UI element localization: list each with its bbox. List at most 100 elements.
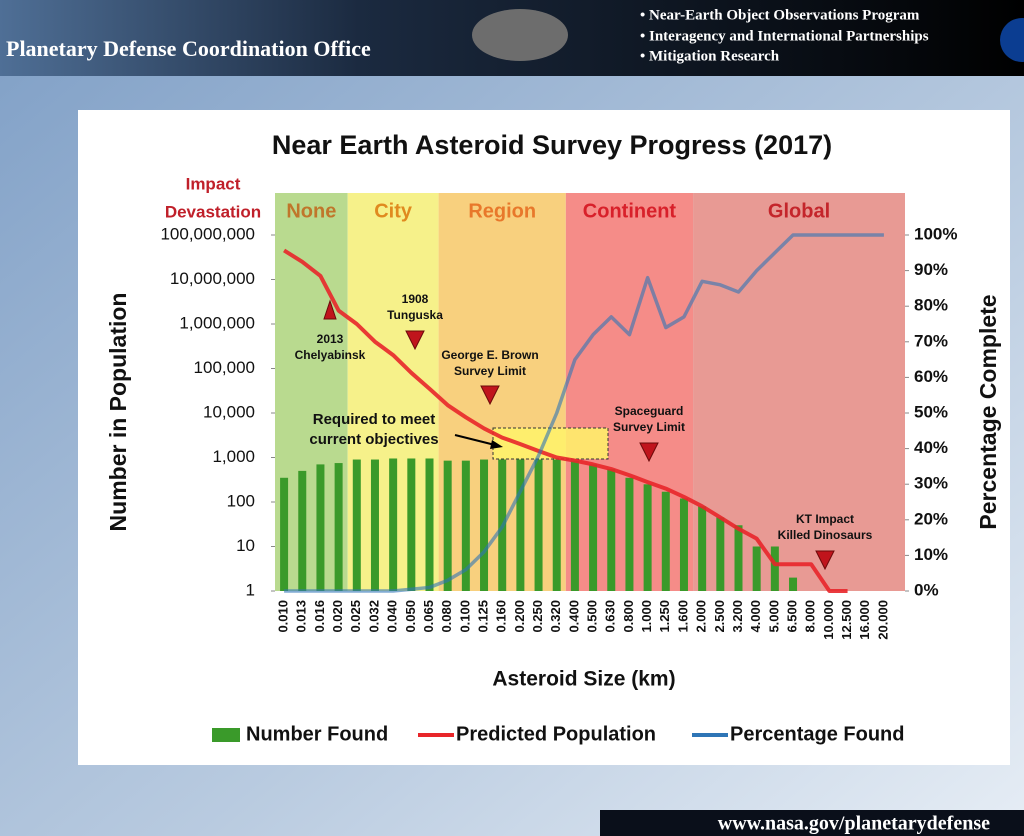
nasa-logo: [1000, 18, 1024, 62]
annotation: Killed Dinosaurs: [778, 528, 873, 542]
annotation-marker: [639, 442, 659, 463]
y-tick-label: 10,000,000: [170, 269, 255, 288]
x-tick-label: 0.010: [276, 600, 291, 633]
x-tick-label: 6.500: [784, 600, 799, 633]
bar: [698, 506, 707, 591]
x-tick-label: 0.032: [366, 600, 381, 633]
annotation: current objectives: [309, 431, 438, 448]
x-tick-label: 0.125: [475, 600, 490, 633]
y-tick-label: 1,000,000: [179, 313, 255, 332]
x-tick-label: 20.000: [875, 600, 890, 640]
x-tick-label: 1.250: [657, 600, 672, 633]
legend-swatch: [212, 728, 240, 742]
y2-tick-label: 10%: [914, 545, 948, 564]
annotation-marker: [405, 330, 425, 351]
x-tick-label: 0.016: [312, 600, 327, 633]
zone-label: Continent: [583, 200, 677, 222]
annotation: Required to meet: [313, 411, 436, 428]
legend-label: Percentage Found: [730, 723, 904, 745]
annotation: Tunguska: [387, 308, 443, 322]
bar: [770, 546, 779, 591]
x-tick-label: 0.160: [494, 600, 509, 633]
line-series: [283, 248, 848, 593]
bar: [370, 459, 379, 591]
bar: [480, 459, 489, 591]
footer-band: [600, 810, 1024, 836]
zone-label: None: [286, 200, 336, 222]
x-tick-label: 0.250: [530, 600, 545, 633]
line-series: [284, 233, 884, 593]
bar: [752, 546, 761, 591]
x-tick-label: 0.500: [585, 600, 600, 633]
annotation: Spaceguard: [615, 404, 684, 418]
legend-label: Number Found: [246, 723, 388, 745]
annotation: 2013: [317, 332, 344, 346]
zone-label: Global: [768, 200, 830, 222]
y2-tick-label: 50%: [914, 402, 948, 421]
annotation: 1908: [402, 292, 429, 306]
bar: [589, 464, 598, 591]
zone-label: Region: [468, 200, 536, 222]
bar: [389, 458, 398, 591]
y-tick-label: 100: [227, 491, 255, 510]
x-tick-label: 0.050: [403, 600, 418, 633]
y2-tick-label: 70%: [914, 331, 948, 350]
bar: [661, 491, 670, 591]
bar: [298, 470, 307, 591]
annotation: Survey Limit: [613, 420, 685, 434]
annotation-marker: [323, 299, 337, 320]
bar: [334, 463, 343, 591]
footer-url: www.nasa.gov/planetarydefense: [718, 813, 990, 835]
x-tick-label: 0.200: [512, 600, 527, 633]
header-title: Planetary Defense Coordination Office: [6, 36, 371, 61]
asteroid-image: [472, 9, 568, 61]
annotation: Chelyabinsk: [295, 348, 366, 362]
y-tick-label: 1: [246, 580, 255, 599]
y2-tick-label: 0%: [914, 580, 939, 599]
x-tick-label: 0.013: [294, 600, 309, 633]
x-tick-label: 12.500: [839, 600, 854, 640]
x-tick-label: 2.000: [694, 600, 709, 633]
bar: [570, 460, 579, 591]
x-tick-label: 0.100: [457, 600, 472, 633]
zone-label: City: [374, 200, 413, 222]
bar: [407, 458, 416, 591]
x-axis-title: Asteroid Size (km): [492, 668, 675, 691]
x-tick-label: 4.000: [748, 600, 763, 633]
x-tick-label: 2.500: [712, 600, 727, 633]
header-bullet: • Mitigation Research: [640, 48, 780, 64]
annotation-arrowhead: [490, 440, 503, 449]
y2-tick-label: 40%: [914, 438, 948, 457]
y2-tick-label: 30%: [914, 474, 948, 493]
x-tick-label: 0.400: [566, 600, 581, 633]
annotation: Survey Limit: [454, 364, 526, 378]
annotation-marker: [815, 550, 835, 571]
bar: [607, 469, 616, 591]
annotation: George E. Brown: [441, 348, 538, 362]
header-bullet: • Near-Earth Object Observations Program: [640, 7, 920, 23]
x-tick-label: 0.320: [548, 600, 563, 633]
bar: [443, 460, 452, 591]
bar: [516, 459, 525, 591]
annotation-arrow: [454, 434, 496, 446]
annotation-marker: [480, 385, 500, 406]
bar: [352, 459, 361, 591]
bar: [280, 477, 289, 591]
x-tick-label: 0.025: [348, 600, 363, 633]
bar: [643, 484, 652, 591]
legend-label: Predicted Population: [456, 723, 656, 745]
y2-axis-title: Percentage Complete: [975, 294, 1001, 529]
bar: [425, 458, 434, 591]
bar: [534, 459, 543, 591]
bar: [734, 525, 743, 591]
y-tick-label: 10,000: [203, 402, 255, 421]
x-tick-label: 0.065: [421, 600, 436, 633]
header-bullet: • Interagency and International Partners…: [640, 28, 929, 44]
x-tick-label: 0.020: [330, 600, 345, 633]
zone-heading: Devastation: [165, 202, 261, 221]
x-tick-label: 10.000: [821, 600, 836, 640]
x-tick-label: 0.630: [603, 600, 618, 633]
bar: [461, 460, 470, 591]
